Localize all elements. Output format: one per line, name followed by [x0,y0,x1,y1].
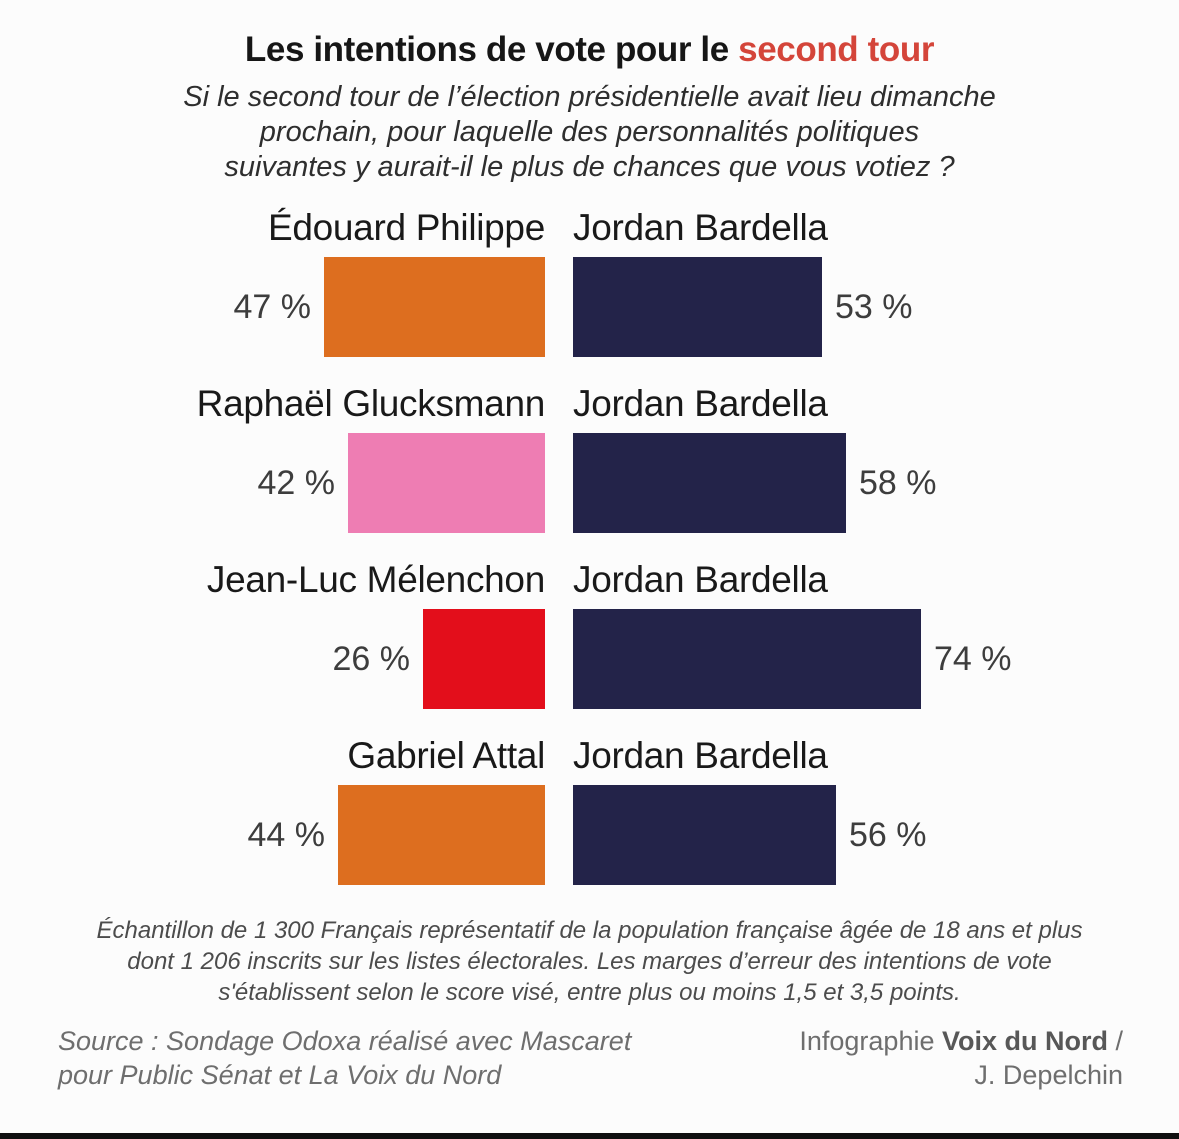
title-prefix: Les intentions de vote pour le [244,30,739,69]
candidate-bar [573,785,836,885]
candidate-name: Raphaël Glucksmann [196,383,546,424]
survey-question-line-3: suivantes y aurait-il le plus de chances… [224,151,955,183]
percentage-label: 56 % [849,815,927,854]
candidate-bar [348,433,545,533]
candidate-bar [573,609,921,709]
bar-line: 58 % [573,433,937,533]
candidate-name: Jordan Bardella [573,207,828,248]
percentage-label: 26 % [332,639,411,678]
bar-line: 56 % [573,785,927,885]
credit-line-1: Infographie Voix du Nord / [799,1024,1123,1058]
survey-question-line-2: prochain, pour laquelle des personnalité… [259,116,920,148]
left-candidate-cell: Raphaël Glucksmann 42 % [0,383,545,533]
percentage-label: 47 % [233,287,312,326]
methodology-note: Échantillon de 1 300 Français représenta… [0,915,1179,1008]
right-candidate-cell: Jordan Bardella 53 % [573,207,1179,357]
right-candidate-cell: Jordan Bardella 74 % [573,559,1179,709]
bar-line: 74 % [573,609,1012,709]
candidate-bar [573,257,822,357]
candidate-bar [338,785,545,885]
page-title: Les intentions de vote pour le second to… [0,0,1179,70]
percentage-label: 58 % [859,463,937,502]
candidate-name: Jean-Luc Mélenchon [206,559,545,600]
candidate-name: Jordan Bardella [573,559,828,600]
bar-line: 44 % [247,785,545,885]
matchup-chart: Édouard Philippe 47 % Jordan Bardella 53… [0,207,1179,885]
bar-line: 47 % [233,257,545,357]
credit-suffix: / [1107,1026,1123,1056]
bottom-border-line [0,1133,1179,1139]
footer: Source : Sondage Odoxa réalisé avec Masc… [0,1008,1179,1092]
bar-line: 26 % [332,609,545,709]
source-attribution: Source : Sondage Odoxa réalisé avec Masc… [58,1024,631,1092]
candidate-bar [573,433,846,533]
source-line-1: Source : Sondage Odoxa réalisé avec Masc… [58,1026,632,1056]
right-candidate-cell: Jordan Bardella 58 % [573,383,1179,533]
matchup-row: Jean-Luc Mélenchon 26 % Jordan Bardella … [0,559,1179,709]
methodology-line-2: dont 1 206 inscrits sur les listes élect… [127,948,1052,975]
methodology-line-3: s'établissent selon le score visé, entre… [218,979,961,1006]
candidate-name: Jordan Bardella [573,735,828,776]
percentage-label: 44 % [247,815,326,854]
survey-question-line-1: Si le second tour de l’élection présiden… [183,81,996,113]
title-highlight: second tour [738,30,935,69]
left-candidate-cell: Gabriel Attal 44 % [0,735,545,885]
candidate-name: Édouard Philippe [267,207,545,248]
candidate-bar [423,609,545,709]
source-line-2: pour Public Sénat et La Voix du Nord [58,1060,502,1090]
credit-brand: Voix du Nord [941,1026,1108,1056]
left-candidate-cell: Édouard Philippe 47 % [0,207,545,357]
methodology-line-1: Échantillon de 1 300 Français représenta… [96,917,1083,944]
matchup-row: Gabriel Attal 44 % Jordan Bardella 56 % [0,735,1179,885]
candidate-name: Gabriel Attal [347,735,545,776]
matchup-row: Édouard Philippe 47 % Jordan Bardella 53… [0,207,1179,357]
bar-line: 42 % [257,433,545,533]
survey-question: Si le second tour de l’élection présiden… [0,80,1179,185]
percentage-label: 53 % [835,287,913,326]
left-candidate-cell: Jean-Luc Mélenchon 26 % [0,559,545,709]
percentage-label: 42 % [257,463,336,502]
bar-line: 53 % [573,257,913,357]
percentage-label: 74 % [934,639,1012,678]
matchup-row: Raphaël Glucksmann 42 % Jordan Bardella … [0,383,1179,533]
right-candidate-cell: Jordan Bardella 56 % [573,735,1179,885]
candidate-bar [324,257,545,357]
credit-prefix: Infographie [799,1026,942,1056]
infographic-credit: Infographie Voix du Nord / J. Depelchin [799,1024,1123,1092]
credit-line-2: J. Depelchin [974,1060,1123,1090]
candidate-name: Jordan Bardella [573,383,828,424]
